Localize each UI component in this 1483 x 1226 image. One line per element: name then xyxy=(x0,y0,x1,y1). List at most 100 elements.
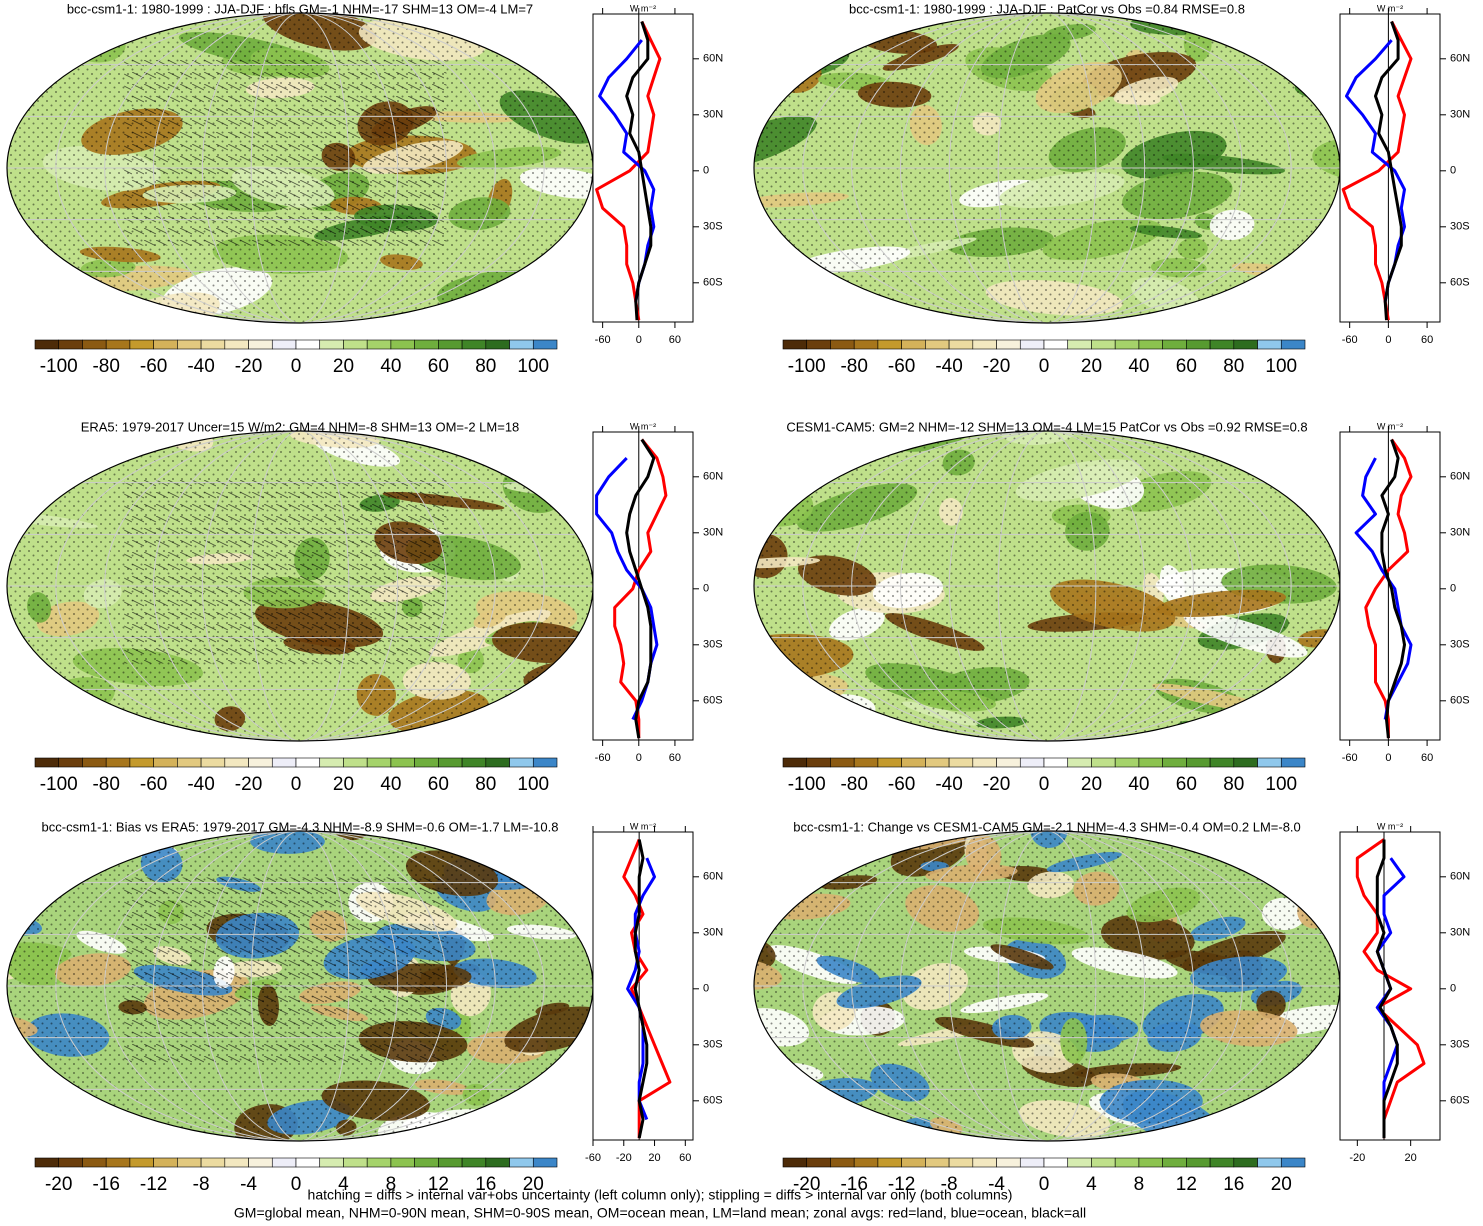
colorbar-tick-label: 0 xyxy=(1039,774,1050,795)
colorbar-box xyxy=(34,1157,60,1168)
map-blob xyxy=(495,1128,531,1141)
colorbar-box xyxy=(366,339,392,350)
zonal-line xyxy=(625,438,656,739)
colorbar-box xyxy=(461,1157,487,1168)
panel: bcc-csm1-1: 1980-1999 : JJA-DJF : PatCor… xyxy=(753,1,1470,377)
colorbar-box xyxy=(129,757,154,768)
y-tick-label: 30N xyxy=(703,927,723,939)
x-tick-label: 60 xyxy=(669,752,681,764)
colorbar-tick-label: -16 xyxy=(840,1174,867,1195)
panel-title: CESM1-CAM5: GM=2 NHM=-12 SHM=13 OM=-4 LM… xyxy=(786,419,1307,434)
colorbar-tick-label: -20 xyxy=(983,774,1010,795)
colorbar-box xyxy=(1138,757,1163,768)
colorbar-tick-label: -40 xyxy=(187,774,214,795)
colorbar-box xyxy=(438,1157,463,1168)
x-tick-label: 0 xyxy=(636,334,642,346)
colorbar-tick-label: 12 xyxy=(428,1174,449,1195)
colorbar-box xyxy=(830,757,855,768)
colorbar-box xyxy=(414,339,439,350)
x-axis-label: W m⁻² xyxy=(1377,3,1403,13)
panel: bcc-csm1-1: Change vs CESM1-CAM5 GM=-2.1… xyxy=(753,819,1470,1195)
x-tick-label: -60 xyxy=(595,752,611,764)
colorbar-tick-label: 80 xyxy=(475,356,496,377)
colorbar-tick-label: 100 xyxy=(1265,356,1297,377)
colorbar-box xyxy=(105,757,131,768)
colorbar-tick-label: -20 xyxy=(235,356,262,377)
x-axis-label: W m⁻² xyxy=(630,421,656,431)
colorbar-box xyxy=(248,757,273,768)
y-tick-label: 60S xyxy=(703,695,723,707)
map-blob xyxy=(754,901,771,926)
colorbar-tick-label: 100 xyxy=(517,356,549,377)
colorbar-box xyxy=(806,1157,831,1168)
colorbar-tick-label: 80 xyxy=(475,774,496,795)
colorbar-box xyxy=(1257,757,1282,768)
map-blob xyxy=(425,721,551,734)
y-tick-label: 30N xyxy=(703,109,723,121)
y-tick-label: 0 xyxy=(703,983,709,995)
y-tick-label: 60N xyxy=(703,471,723,483)
x-tick-label: 20 xyxy=(648,1152,660,1164)
colorbar-tick-label: 20 xyxy=(1081,356,1102,377)
map-blob xyxy=(0,462,15,529)
colorbar-box xyxy=(532,757,558,768)
plot-frame xyxy=(592,831,694,1141)
y-tick-label: 30S xyxy=(1450,1039,1470,1051)
zonal-line xyxy=(595,20,662,321)
colorbar-box xyxy=(58,757,83,768)
colorbar-tick-label: -20 xyxy=(235,774,262,795)
colorbar-box xyxy=(200,339,226,350)
y-tick-label: 30S xyxy=(703,639,723,651)
colorbar-box xyxy=(82,1157,107,1168)
colorbar-tick-label: 0 xyxy=(291,356,302,377)
colorbar-box xyxy=(153,757,178,768)
colorbar-tick-label: 80 xyxy=(1223,774,1244,795)
x-tick-label: 0 xyxy=(1385,334,1391,346)
colorbar-box xyxy=(1091,1157,1116,1168)
colorbar-box xyxy=(925,1157,950,1168)
colorbar-tick-label: 8 xyxy=(1134,1174,1145,1195)
colorbar-box xyxy=(1043,1157,1069,1168)
colorbar-tick-label: -40 xyxy=(187,356,214,377)
map-field xyxy=(754,13,1340,323)
colorbar-box xyxy=(177,339,202,350)
x-tick-label: 60 xyxy=(679,1152,691,1164)
colorbar-tick-label: -4 xyxy=(988,1174,1005,1195)
x-tick-label: 60 xyxy=(669,334,681,346)
colorbar-box xyxy=(1280,757,1306,768)
map-blob xyxy=(0,662,10,721)
colorbar-box xyxy=(224,1157,249,1168)
colorbar-box xyxy=(390,757,415,768)
colorbar-box xyxy=(1209,1157,1235,1168)
colorbar-box xyxy=(271,1157,297,1168)
x-tick-label: -20 xyxy=(616,1152,632,1164)
colorbar-box xyxy=(1138,1157,1163,1168)
colorbar-box xyxy=(414,757,439,768)
colorbar-box xyxy=(1019,757,1045,768)
colorbar-box xyxy=(853,339,879,350)
x-axis-label: W m⁻² xyxy=(630,821,656,831)
x-tick-label: 60 xyxy=(1421,334,1433,346)
colorbar-box xyxy=(319,1157,344,1168)
map-field xyxy=(0,662,593,1141)
colorbar-tick-label: 40 xyxy=(1128,774,1149,795)
colorbar-tick-label: -20 xyxy=(983,356,1010,377)
map-blob xyxy=(36,730,77,756)
panel-title: bcc-csm1-1: Change vs CESM1-CAM5 GM=-2.1… xyxy=(793,819,1301,834)
colorbar-box xyxy=(295,1157,321,1168)
map-field xyxy=(754,831,1340,1141)
colorbar-box xyxy=(782,339,808,350)
colorbar-tick-label: 20 xyxy=(333,774,354,795)
colorbar-box xyxy=(248,339,273,350)
colorbar-tick-label: -20 xyxy=(45,1174,72,1195)
x-tick-label: -20 xyxy=(1349,1152,1365,1164)
y-tick-label: 60S xyxy=(703,1095,723,1107)
panel: bcc-csm1-1: Bias vs ERA5: 1979-2017 GM=-… xyxy=(0,662,723,1195)
colorbar-tick-label: 60 xyxy=(1176,356,1197,377)
colorbar-tick-label: 20 xyxy=(333,356,354,377)
zonal-line xyxy=(633,839,649,1139)
colorbar-box xyxy=(1043,757,1069,768)
zonal-line xyxy=(1355,838,1426,1139)
map-blob xyxy=(1274,848,1313,867)
colorbar-box xyxy=(1019,1157,1045,1168)
